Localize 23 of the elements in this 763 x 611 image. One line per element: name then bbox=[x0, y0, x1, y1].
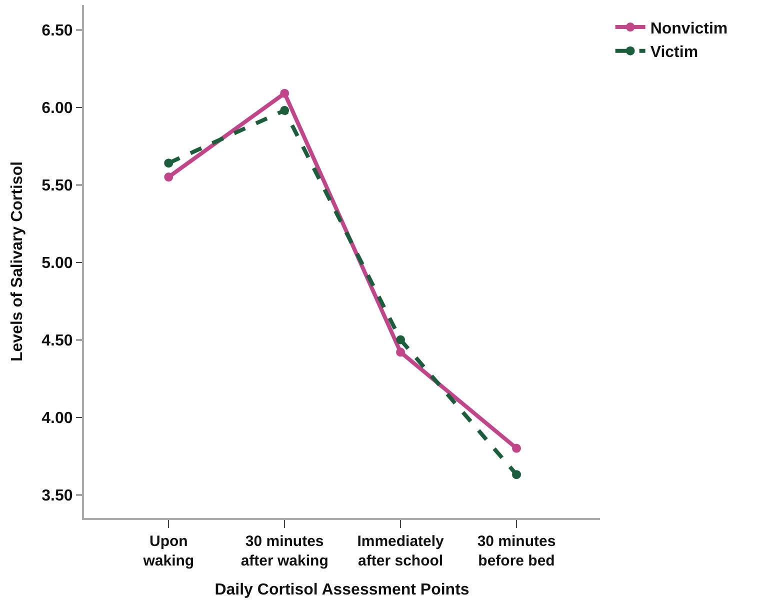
y-tick-label: 6.00 bbox=[42, 100, 73, 117]
point bbox=[512, 444, 522, 453]
y-axis-title: Levels of Salivary Cortisol bbox=[9, 161, 26, 362]
y-tick-label: 4.00 bbox=[42, 410, 73, 427]
y-tick-label: 5.00 bbox=[42, 254, 73, 272]
point bbox=[280, 88, 290, 98]
point bbox=[164, 158, 174, 168]
point bbox=[280, 106, 290, 115]
y-tick-label: 3.50 bbox=[42, 487, 73, 504]
point bbox=[512, 470, 522, 480]
x-tick-label: Immediately after school bbox=[357, 533, 445, 570]
x-tick-label: Upon waking bbox=[142, 533, 194, 570]
y-tick-label: 6.50 bbox=[42, 22, 73, 40]
x-tick-label: 30 minutes before bed bbox=[477, 533, 556, 570]
legend-label: Nonvictim bbox=[650, 20, 728, 38]
point bbox=[396, 335, 406, 344]
legend-label: Victim bbox=[650, 44, 698, 62]
y-tick-label: 5.50 bbox=[42, 177, 73, 194]
x-tick-label: 30 minutes after waking bbox=[240, 533, 328, 570]
y-tick-label: 4.50 bbox=[42, 332, 73, 350]
point bbox=[396, 348, 406, 357]
point bbox=[164, 172, 174, 182]
x-axis-title: Daily Cortisol Assessment Points bbox=[214, 582, 470, 599]
